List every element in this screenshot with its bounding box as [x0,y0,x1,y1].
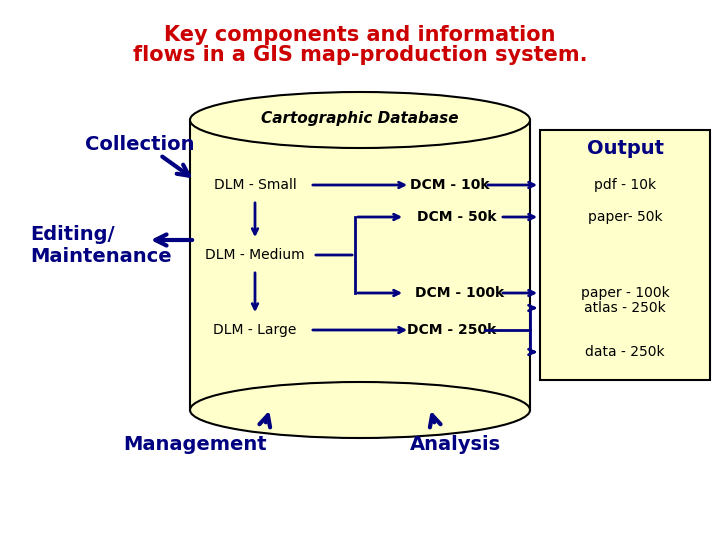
Text: DLM - Small: DLM - Small [214,178,297,192]
Ellipse shape [190,92,530,148]
Text: flows in a GIS map-production system.: flows in a GIS map-production system. [132,45,588,65]
Text: Editing/
Maintenance: Editing/ Maintenance [30,225,171,266]
Polygon shape [190,120,530,410]
Text: atlas - 250k: atlas - 250k [584,301,666,315]
Text: DCM - 100k: DCM - 100k [415,286,505,300]
Text: Management: Management [123,435,267,455]
Text: data - 250k: data - 250k [585,345,665,359]
Ellipse shape [190,382,530,438]
Text: paper- 50k: paper- 50k [588,210,662,224]
Text: DCM - 250k: DCM - 250k [408,323,497,337]
Text: DCM - 50k: DCM - 50k [418,210,497,224]
Text: Key components and information: Key components and information [164,25,556,45]
Text: Cartographic Database: Cartographic Database [261,111,459,125]
Text: DLM - Medium: DLM - Medium [205,248,305,262]
Text: pdf - 10k: pdf - 10k [594,178,656,192]
Text: paper - 100k: paper - 100k [580,286,670,300]
Text: Collection: Collection [85,136,194,154]
FancyBboxPatch shape [540,130,710,380]
Text: DLM - Large: DLM - Large [213,323,297,337]
Text: DCM - 10k: DCM - 10k [410,178,490,192]
Text: Analysis: Analysis [410,435,500,455]
Text: Output: Output [587,138,664,158]
